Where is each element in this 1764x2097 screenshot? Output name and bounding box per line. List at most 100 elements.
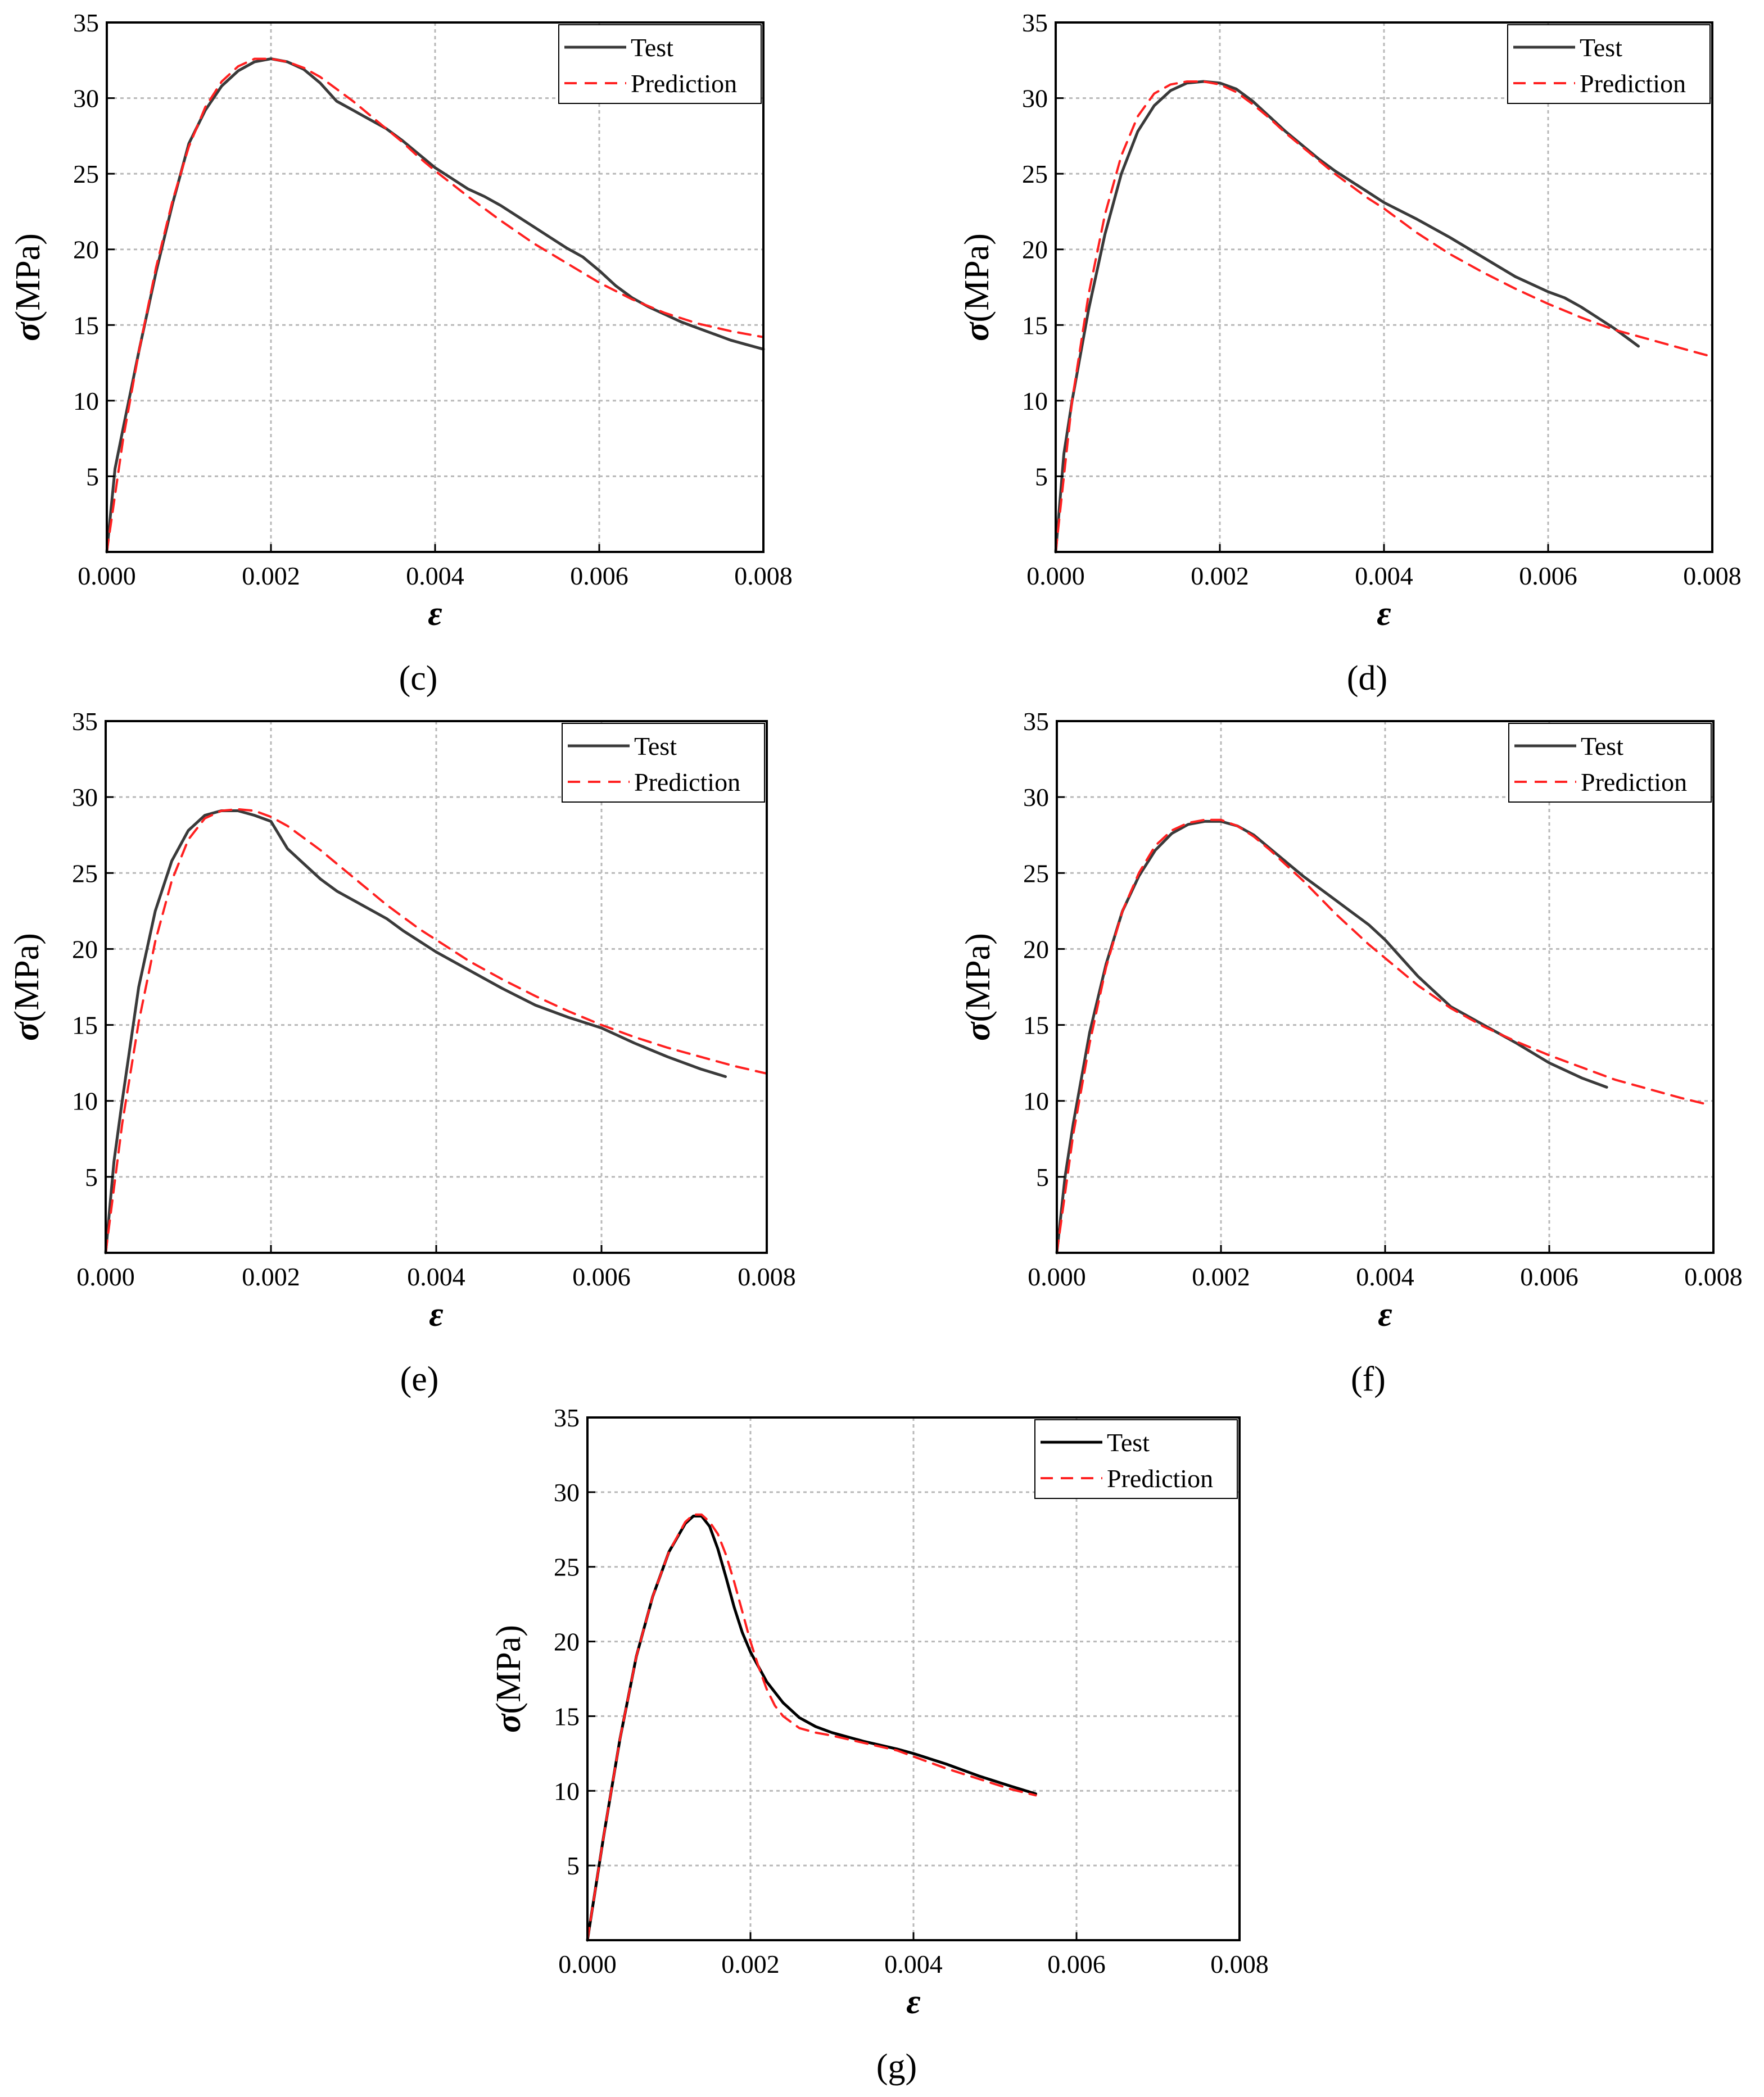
panel-label: (d) (1347, 659, 1387, 698)
legend-label-test: Test (1580, 33, 1622, 62)
y-tick-label: 20 (554, 1628, 580, 1656)
legend-label-test: Test (1581, 732, 1623, 760)
legend-label-prediction: Prediction (631, 69, 737, 98)
y-tick-label: 5 (567, 1851, 580, 1880)
y-tick-label: 25 (72, 859, 98, 887)
y-tick-label: 10 (72, 1087, 98, 1116)
x-tick-label: 0.006 (572, 1262, 631, 1291)
x-tick-label: 0.002 (721, 1950, 780, 1978)
y-tick-label: 5 (86, 462, 99, 491)
y-axis-unit: (MPa) (490, 1625, 528, 1714)
y-tick-label: 25 (1023, 859, 1049, 887)
y-axis-symbol: σ (8, 1021, 46, 1041)
chart-panel-c: 0.000 0.002 0.004 0.006 0.008 5 10 15 20 25 30 35 ε σ… (9, 8, 793, 698)
x-tick-label: 0.002 (242, 561, 300, 590)
x-tick-label: 0.008 (738, 1262, 796, 1291)
x-axis-title: ε (1377, 595, 1391, 633)
x-tick-label: 0.002 (1192, 1262, 1250, 1291)
y-axis-title: σ(MPa) (490, 1625, 528, 1733)
series-line-prediction (586, 1513, 1037, 1941)
y-tick-label: 35 (73, 8, 99, 37)
y-tick-label: 15 (72, 1011, 98, 1040)
legend-box (562, 723, 765, 803)
x-tick-label: 0.004 (884, 1950, 943, 1978)
x-tick-label: 0.008 (734, 561, 793, 590)
x-tick-label: 0.002 (1191, 561, 1249, 590)
legend-label-prediction: Prediction (634, 768, 740, 796)
y-axis-title: σ(MPa) (959, 933, 997, 1041)
legend-label-test: Test (1107, 1428, 1150, 1457)
y-axis-unit: (MPa) (9, 233, 47, 322)
x-tick-label: 0.000 (1028, 1262, 1086, 1291)
y-tick-label: 20 (73, 235, 99, 264)
y-axis-symbol: σ (958, 321, 996, 341)
x-tick-label: 0.006 (570, 561, 628, 590)
x-tick-label: 0.004 (407, 1262, 465, 1291)
series-line-test (1054, 80, 1640, 554)
x-tick-label: 0.008 (1684, 1262, 1743, 1291)
series-line-prediction (106, 57, 765, 553)
x-axis-title: ε (429, 1296, 443, 1334)
y-tick-label: 30 (554, 1478, 580, 1507)
legend-box (558, 24, 762, 104)
x-tick-label: 0.008 (1683, 561, 1742, 590)
y-tick-label: 25 (554, 1553, 580, 1582)
chart-panel-g: 0.000 0.002 0.004 0.006 0.008 5 10 15 20 25 30 35 ε σ… (490, 1403, 1269, 2086)
chart-panel-e: 0.000 0.002 0.004 0.006 0.008 5 10 15 20 25 30 35 ε σ… (8, 707, 796, 1398)
legend-box (1034, 1419, 1238, 1499)
x-tick-label: 0.008 (1210, 1950, 1269, 1978)
series-line-prediction (105, 808, 768, 1254)
y-axis-unit: (MPa) (8, 933, 46, 1022)
x-tick-label: 0.000 (76, 1262, 135, 1291)
y-tick-label: 10 (1023, 1087, 1049, 1116)
x-tick-label: 0.000 (558, 1950, 617, 1978)
y-tick-label: 20 (1022, 235, 1048, 264)
panel-label: (f) (1351, 1360, 1386, 1398)
y-tick-label: 5 (85, 1163, 98, 1192)
y-tick-label: 5 (1035, 462, 1048, 491)
x-axis-title: ε (906, 1983, 920, 2021)
series-line-prediction (1056, 818, 1707, 1254)
y-tick-label: 20 (1023, 935, 1049, 963)
y-tick-label: 25 (1022, 160, 1048, 188)
y-axis-symbol: σ (490, 1713, 528, 1733)
y-tick-label: 30 (1022, 84, 1048, 113)
chart-panel-d: 0.000 0.002 0.004 0.006 0.008 5 10 15 20 25 30 35 ε σ… (958, 8, 1742, 698)
y-tick-label: 35 (72, 707, 98, 736)
panel-label: (g) (876, 2048, 917, 2086)
legend-label-prediction: Prediction (1107, 1464, 1213, 1493)
x-tick-label: 0.006 (1047, 1950, 1106, 1978)
chart-panel-f: 0.000 0.002 0.004 0.006 0.008 5 10 15 20 25 30 35 ε σ… (959, 707, 1743, 1398)
y-axis-unit: (MPa) (959, 933, 997, 1022)
legend-box (1507, 24, 1711, 104)
x-tick-label: 0.006 (1520, 1262, 1578, 1291)
y-tick-label: 15 (73, 311, 99, 339)
y-axis-title: σ(MPa) (958, 233, 996, 341)
y-tick-label: 35 (1022, 8, 1048, 37)
y-tick-label: 20 (72, 935, 98, 963)
series-line-prediction (1055, 80, 1713, 553)
x-tick-label: 0.004 (406, 561, 464, 590)
y-axis-unit: (MPa) (958, 233, 996, 322)
legend-label-prediction: Prediction (1580, 69, 1686, 98)
series-line-test (586, 1514, 1037, 1942)
x-tick-label: 0.004 (1356, 1262, 1414, 1291)
y-tick-label: 35 (1023, 707, 1049, 736)
y-tick-label: 15 (1022, 311, 1048, 339)
x-axis-title: ε (1378, 1296, 1392, 1334)
panel-label: (c) (399, 659, 438, 698)
y-tick-label: 25 (73, 160, 99, 188)
legend-box (1508, 723, 1712, 803)
legend-label-test: Test (631, 33, 673, 62)
y-tick-label: 10 (1022, 387, 1048, 415)
x-tick-label: 0.002 (242, 1262, 300, 1291)
y-tick-label: 30 (72, 783, 98, 812)
series-line-test (104, 809, 727, 1254)
y-tick-label: 15 (554, 1702, 580, 1731)
y-tick-label: 35 (554, 1403, 580, 1432)
x-tick-label: 0.006 (1519, 561, 1577, 590)
y-axis-symbol: σ (9, 321, 47, 341)
x-tick-label: 0.000 (1026, 561, 1085, 590)
